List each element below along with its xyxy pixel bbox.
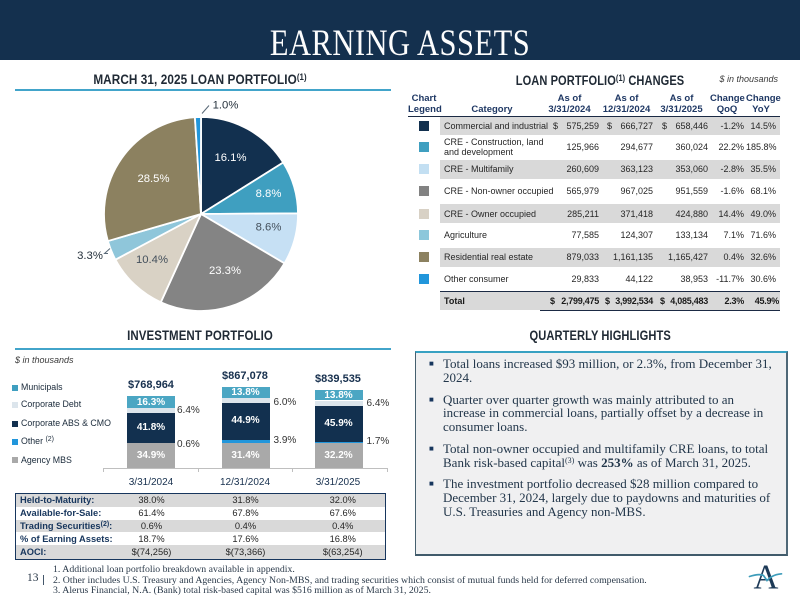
svg-text:28.5%: 28.5% bbox=[137, 173, 169, 185]
svg-text:23.3%: 23.3% bbox=[209, 265, 241, 277]
svg-text:1.0%: 1.0% bbox=[213, 100, 239, 112]
svg-text:10.4%: 10.4% bbox=[136, 254, 168, 266]
svg-text:A: A bbox=[754, 559, 779, 595]
svg-text:8.8%: 8.8% bbox=[256, 188, 282, 200]
svg-text:16.1%: 16.1% bbox=[214, 152, 246, 164]
svg-text:3.3%: 3.3% bbox=[77, 250, 103, 262]
svg-text:8.6%: 8.6% bbox=[256, 222, 282, 234]
